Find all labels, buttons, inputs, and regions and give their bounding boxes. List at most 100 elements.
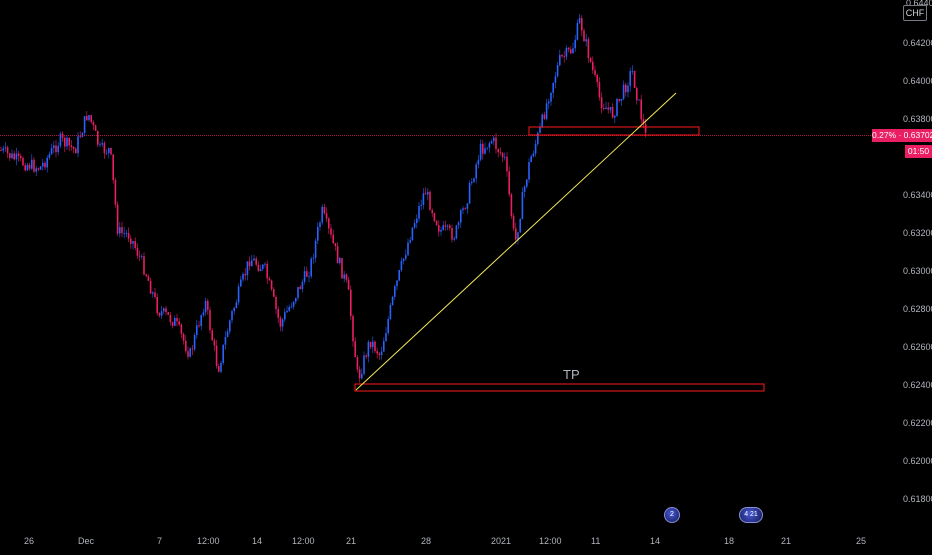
candle-body xyxy=(240,279,242,287)
candle-body xyxy=(255,258,257,265)
candle-body xyxy=(185,340,187,352)
candle-body xyxy=(407,242,409,256)
candle-body xyxy=(636,87,638,101)
candle-body xyxy=(88,115,90,121)
candle-body xyxy=(114,180,117,205)
candle-body xyxy=(299,286,301,290)
candle-body xyxy=(499,152,502,154)
candle-body xyxy=(176,317,178,322)
candle-body xyxy=(339,258,341,264)
economic-event-icon[interactable]: 4 21 xyxy=(739,507,763,523)
candle-body xyxy=(284,312,286,320)
candle-body xyxy=(2,148,4,151)
candle-body xyxy=(15,153,18,160)
candle-body xyxy=(46,157,48,168)
candle-body xyxy=(471,181,473,183)
candle-body xyxy=(422,193,425,205)
candle-body xyxy=(253,258,255,261)
candle-body xyxy=(372,341,374,348)
candle-body xyxy=(33,159,35,172)
candle-body xyxy=(189,348,191,357)
candle-body xyxy=(187,351,189,357)
time-axis[interactable]: 26 Dec 7 12:00 14 12:00 21 28 2021 12:00… xyxy=(24,536,866,546)
candle-body xyxy=(389,305,392,320)
candle-body xyxy=(37,168,40,170)
candle-body xyxy=(609,107,612,110)
candle-body xyxy=(246,261,249,276)
candle-body xyxy=(178,321,180,325)
candle-body xyxy=(453,238,455,240)
candle-body xyxy=(565,47,568,57)
resistance-zone[interactable] xyxy=(528,126,700,136)
candle-body xyxy=(352,316,354,342)
candle-body xyxy=(380,351,383,355)
candle-body xyxy=(631,70,634,72)
candle-body xyxy=(572,48,574,54)
candle-body xyxy=(277,309,279,318)
event-icon-label: 4 21 xyxy=(744,511,758,518)
currency-badge[interactable]: CHF xyxy=(903,5,927,21)
candle-body xyxy=(589,58,592,62)
candle-body xyxy=(596,74,598,83)
candle-body xyxy=(127,232,130,239)
candle-body xyxy=(235,302,238,308)
candle-body xyxy=(180,324,183,334)
candle-body xyxy=(6,147,9,154)
candle-body xyxy=(211,330,213,341)
candle-body xyxy=(174,317,176,326)
candle-body xyxy=(75,148,77,154)
candle-body xyxy=(358,369,361,379)
candle-body xyxy=(449,225,451,228)
candle-body xyxy=(290,306,293,308)
candle-body xyxy=(220,362,222,372)
candle-body xyxy=(490,141,493,144)
candle-body xyxy=(484,148,486,154)
candle-body xyxy=(585,39,587,42)
candle-body xyxy=(112,154,114,181)
candle-body xyxy=(418,205,420,219)
candle-body xyxy=(55,145,57,153)
candle-body xyxy=(160,311,163,316)
candle-body xyxy=(125,232,128,234)
candle-body xyxy=(9,153,11,159)
economic-event-icon[interactable]: 2 xyxy=(664,507,680,523)
event-icon-label: 2 xyxy=(670,511,674,518)
candle-body xyxy=(237,286,240,303)
candle-body xyxy=(429,191,431,211)
candle-body xyxy=(356,357,359,370)
candle-body xyxy=(638,99,640,101)
candle-body xyxy=(587,39,590,59)
candle-body xyxy=(468,182,471,204)
candle-body xyxy=(147,276,150,281)
candle-body xyxy=(479,143,482,160)
candle-body xyxy=(504,156,506,158)
candle-body xyxy=(191,348,194,350)
candle-body xyxy=(550,92,552,102)
candle-body xyxy=(303,271,306,282)
tp-label[interactable]: TP xyxy=(563,367,580,382)
candle-body xyxy=(200,315,202,327)
candle-body xyxy=(400,260,403,271)
candle-body xyxy=(26,164,29,171)
candle-body xyxy=(493,137,495,142)
time-axis-label: Dec xyxy=(78,536,95,546)
time-axis-label: 26 xyxy=(24,536,34,546)
candle-body xyxy=(424,193,427,195)
time-axis-label: 12:00 xyxy=(292,536,315,546)
candle-body xyxy=(39,166,42,170)
candle-body xyxy=(614,115,616,118)
candle-body xyxy=(398,270,400,281)
candle-body xyxy=(231,311,233,321)
candle-body xyxy=(330,228,332,235)
candle-body xyxy=(321,206,323,223)
candle-body xyxy=(123,232,125,234)
candle-body xyxy=(244,273,246,276)
candle-body xyxy=(264,263,266,265)
tp-zone[interactable] xyxy=(354,383,765,392)
candle-body xyxy=(567,47,570,50)
trendline[interactable] xyxy=(355,92,677,391)
